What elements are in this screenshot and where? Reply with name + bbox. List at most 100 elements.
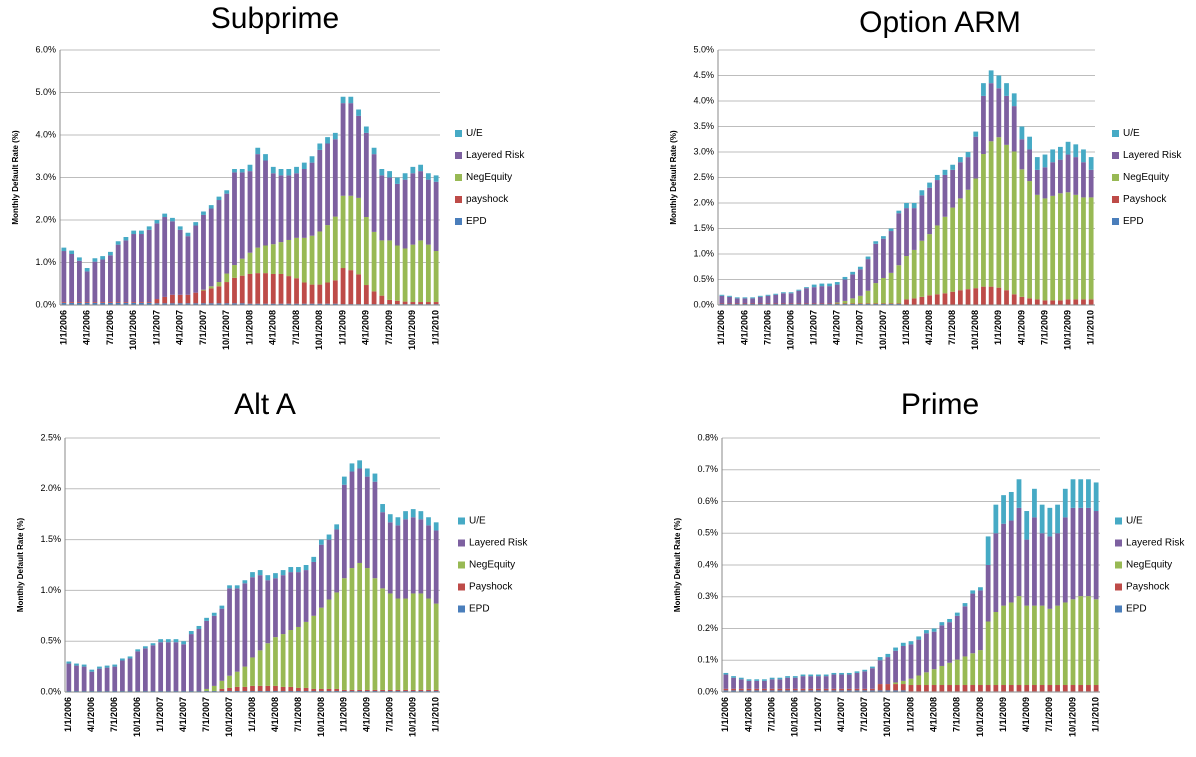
bar-segment (188, 690, 194, 692)
bar-segment (942, 293, 948, 305)
bar-segment (69, 250, 75, 254)
bar-segment (319, 544, 324, 608)
bar-segment (173, 642, 179, 691)
bar-segment (862, 671, 868, 689)
bar-segment (332, 139, 338, 217)
bar-segment (893, 684, 898, 691)
bar-segment (1055, 504, 1060, 534)
bar-segment (410, 690, 416, 692)
bar-segment (372, 689, 378, 691)
bar-segment (181, 690, 186, 692)
bar-segment (754, 680, 760, 689)
bar-segment (908, 641, 914, 645)
bar-segment (1065, 192, 1071, 300)
bar-segment (865, 303, 871, 304)
bar-segment (1004, 144, 1009, 291)
bar-segment (403, 519, 408, 599)
bar-segment (286, 239, 292, 277)
bar-segment (738, 688, 744, 691)
bar-segment (224, 303, 230, 305)
bar-segment (185, 294, 191, 304)
bar-segment (873, 303, 879, 305)
bar-segment (410, 593, 416, 690)
bar-segment (842, 300, 848, 304)
bar-segment (303, 570, 309, 622)
bar-segment (927, 182, 932, 188)
bar-segment (885, 690, 891, 692)
bar-segment (74, 690, 79, 692)
bar-segment (862, 669, 868, 672)
x-tick-label: 1/1/2010 (1086, 310, 1096, 345)
bar-segment (139, 302, 144, 303)
x-tick-label: 10/1/2007 (224, 697, 234, 737)
bar-segment (1032, 605, 1037, 686)
bar-segment (418, 240, 424, 303)
bar-segment (988, 141, 994, 287)
bar-segment (919, 190, 925, 196)
bar-segment (69, 302, 75, 305)
bar-segment (746, 688, 752, 691)
bar-segment (418, 171, 424, 241)
bar-segment (981, 154, 986, 287)
bar-segment (1062, 685, 1068, 692)
bar-segment (865, 303, 871, 305)
bar-segment (402, 179, 408, 249)
bar-segment (363, 217, 369, 286)
bar-segment (911, 208, 917, 250)
bar-segment (1034, 194, 1040, 300)
bar-segment (309, 156, 315, 163)
bar-segment (1070, 479, 1076, 508)
legend-label: U/E (466, 128, 483, 139)
bar-segment (839, 690, 844, 692)
x-tick-label: 4/1/2009 (361, 310, 371, 345)
bar-segment (731, 688, 736, 691)
bar-segment (219, 690, 225, 692)
legend-swatch (1115, 583, 1122, 591)
bar-segment (395, 598, 401, 690)
bar-segment (403, 689, 408, 691)
bar-segment (201, 289, 206, 291)
bar-segment (286, 276, 292, 304)
legend-swatch (1112, 174, 1119, 181)
bar-segment (185, 232, 191, 237)
bar-segment (418, 519, 424, 594)
y-tick-label: 2.5% (40, 432, 61, 442)
bar-segment (1019, 169, 1025, 297)
bar-segment (317, 284, 323, 304)
bar-segment (857, 266, 863, 270)
y-tick-label: 0.0% (35, 299, 56, 309)
bar-segment (177, 229, 183, 295)
bar-segment (395, 689, 401, 691)
legend-swatch (1115, 517, 1122, 525)
bar-segment (247, 164, 253, 172)
bar-segment (1032, 517, 1037, 606)
bar-segment (1057, 159, 1063, 194)
bar-segment (839, 674, 844, 689)
bar-segment (1093, 511, 1099, 600)
bar-segment (927, 295, 932, 305)
bar-segment (410, 689, 416, 691)
bar-segment (792, 676, 798, 678)
bar-segment (100, 256, 106, 260)
x-tick-label: 10/1/2008 (316, 697, 326, 737)
bar-segment (216, 303, 222, 305)
legend-swatch (1115, 539, 1122, 547)
bar-segment (1086, 596, 1091, 686)
legend-label: payshock (466, 194, 509, 205)
bar-segment (296, 572, 301, 627)
bar-segment (738, 679, 744, 689)
bar-segment (804, 287, 809, 289)
legend-swatch (455, 152, 462, 159)
bar-segment (962, 603, 968, 607)
bar-segment (387, 690, 393, 692)
y-tick-label: 4.0% (35, 129, 56, 139)
x-tick-label: 10/1/2006 (128, 310, 138, 350)
bar-segment (379, 169, 385, 176)
bar-segment (239, 303, 245, 305)
bar-segment (769, 677, 775, 680)
bar-segment (924, 633, 929, 673)
bar-segment (970, 685, 976, 692)
bar-segment (1081, 299, 1086, 305)
bar-segment (973, 288, 979, 305)
